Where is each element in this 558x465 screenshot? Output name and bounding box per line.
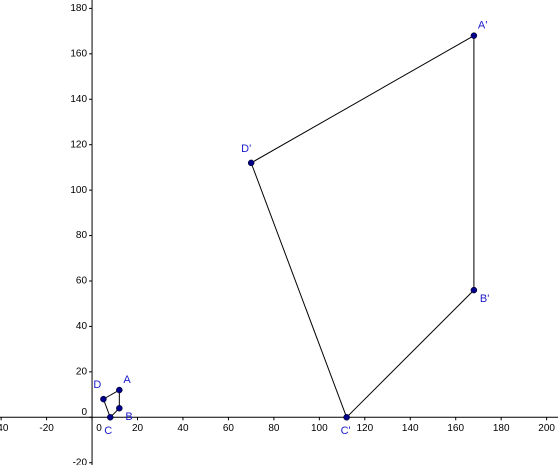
y-tick-label: 20 (76, 367, 88, 378)
x-tick-label: 180 (493, 423, 510, 434)
point-label: A (123, 374, 131, 386)
point (116, 404, 123, 412)
x-tick-label: 40 (177, 423, 189, 434)
point-label: A' (478, 20, 487, 32)
x-tick-label: 0 (96, 423, 102, 434)
point (470, 32, 478, 39)
edge (250, 162, 348, 418)
y-tick-label: 140 (70, 94, 87, 105)
x-tick-label: 20 (132, 423, 144, 434)
point (116, 386, 123, 394)
x-tick-label: 120 (356, 423, 373, 434)
y-tick-label: 120 (70, 139, 87, 150)
y-tick-label: 160 (70, 48, 87, 59)
y-tick-label: 60 (76, 276, 88, 287)
point (100, 395, 107, 403)
x-tick-label: 140 (402, 423, 419, 434)
point (247, 159, 255, 167)
y-tick-label: 100 (70, 185, 87, 196)
point-label: B (125, 411, 132, 423)
y-tick-label: 180 (70, 3, 87, 14)
edge (250, 35, 475, 164)
x-tick-label: 160 (447, 423, 464, 434)
point-label: C (104, 425, 112, 437)
y-tick-label: 0 (81, 407, 87, 418)
point-label: C' (341, 425, 351, 437)
point-label: D (93, 379, 101, 391)
point-label: D' (241, 143, 251, 155)
point (343, 414, 350, 421)
edge (346, 289, 475, 418)
point-label: B' (480, 293, 489, 305)
y-tick-label: -20 (73, 457, 88, 465)
point (106, 414, 114, 421)
x-tick-label: 80 (268, 423, 280, 434)
y-tick-label: 80 (76, 230, 88, 241)
x-tick-label: -20 (39, 423, 54, 434)
x-tick-label: 100 (311, 423, 328, 434)
point (470, 286, 478, 294)
x-tick-label: 60 (223, 423, 235, 434)
x-tick-label: -40 (0, 423, 9, 434)
y-tick-label: 40 (76, 321, 88, 332)
x-tick-label: 200 (538, 423, 555, 434)
